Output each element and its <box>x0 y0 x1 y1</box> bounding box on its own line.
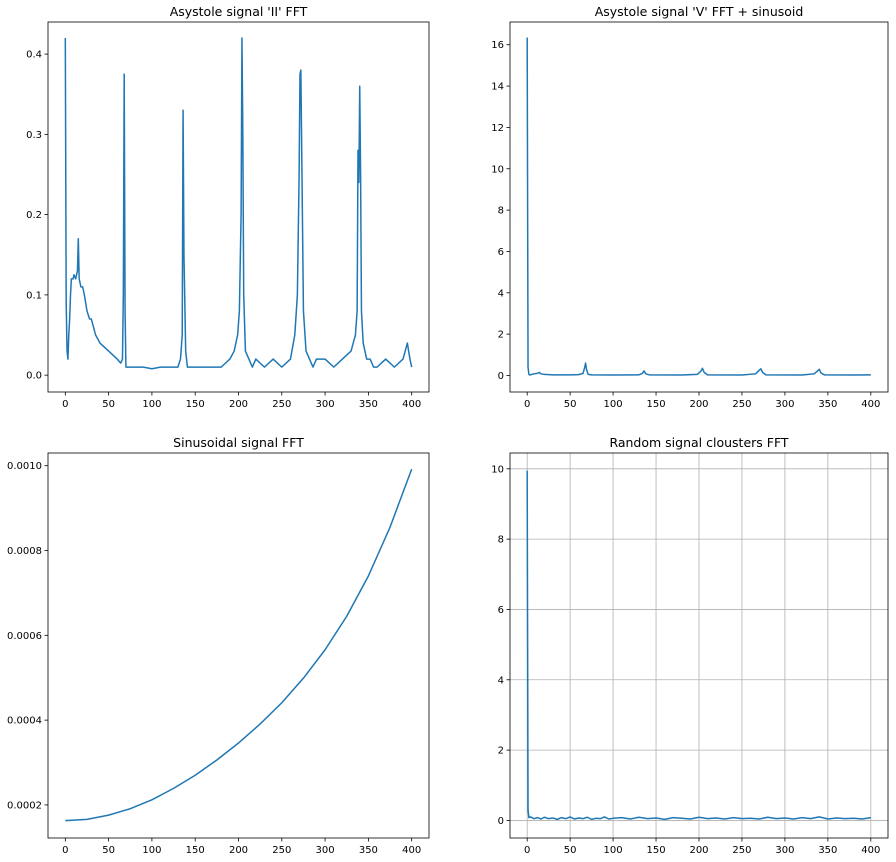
chart-asystole-v-sinusoid: 0 50 100 150 200 250 300 350 400 0 2 4 6 8 10 12 14 16 Asy… <box>491 4 889 410</box>
x-tick-label: 350 <box>359 399 378 410</box>
x-tick-label: 150 <box>186 845 205 856</box>
y-tick-label: 0.1 <box>26 290 42 301</box>
y-tick-label: 8 <box>498 535 504 546</box>
series-line-0 <box>526 470 871 821</box>
x-tick-label: 150 <box>646 845 665 856</box>
x-tick-label: 150 <box>646 399 665 410</box>
x-tick-label: 350 <box>818 845 837 856</box>
x-tick-label: 300 <box>316 845 335 856</box>
y-tick-label: 0.0004 <box>7 716 42 727</box>
series-line-0 <box>64 37 413 370</box>
y-tick-label: 0 <box>498 371 504 382</box>
x-tick-label: 250 <box>272 399 291 410</box>
y-tick-label: 10 <box>491 164 504 175</box>
x-tick-label: 0 <box>524 399 530 410</box>
x-tick-label: 400 <box>402 399 421 410</box>
x-tick-label: 0 <box>524 845 530 856</box>
x-tick-label: 200 <box>229 845 248 856</box>
y-tick-label: 0.4 <box>26 50 42 61</box>
x-tick-label: 400 <box>861 845 880 856</box>
x-tick-label: 350 <box>818 399 837 410</box>
chart-title: Sinusoidal signal FFT <box>173 435 304 450</box>
y-tick-label: 10 <box>491 464 504 475</box>
x-tick-label: 200 <box>229 399 248 410</box>
y-tick-label: 0 <box>498 816 504 827</box>
plot-frame <box>47 452 430 839</box>
y-tick-label: 14 <box>491 82 504 93</box>
x-tick-label: 200 <box>689 845 708 856</box>
y-tick-label: 0.3 <box>26 130 42 141</box>
plot-frame <box>47 21 430 393</box>
chart-sinusoidal: 0 50 100 150 200 250 300 350 400 0.0002 0.0004 0.00… <box>7 435 430 856</box>
y-tick-label: 2 <box>498 330 504 341</box>
x-tick-label: 300 <box>775 845 794 856</box>
x-tick-label: 150 <box>186 399 205 410</box>
chart-title: Random signal clousters FFT <box>609 435 788 450</box>
y-tick-label: 2 <box>498 746 504 757</box>
series-line-0 <box>65 468 413 822</box>
chart-random-clusters: 0 50 100 150 200 250 300 350 400 0 2 4 6 8 10 Random si… <box>491 435 889 856</box>
x-tick-label: 250 <box>732 845 751 856</box>
x-tick-label: 50 <box>564 399 577 410</box>
series-line-0 <box>526 37 871 376</box>
x-tick-label: 250 <box>272 845 291 856</box>
y-tick-label: 6 <box>498 247 504 258</box>
x-tick-label: 50 <box>564 845 577 856</box>
x-tick-label: 200 <box>689 399 708 410</box>
x-tick-label: 400 <box>402 845 421 856</box>
y-tick-label: 0.0 <box>26 371 42 382</box>
y-tick-label: 0.0010 <box>7 461 42 472</box>
x-tick-label: 0 <box>62 845 68 856</box>
x-tick-label: 400 <box>861 399 880 410</box>
y-tick-label: 6 <box>498 605 504 616</box>
chart-asystole-ii: 0 50 100 150 200 250 300 350 400 0.0 0.1 0.2 0.3 0.4 A… <box>26 4 430 410</box>
y-tick-label: 12 <box>491 123 504 134</box>
x-tick-label: 100 <box>604 399 623 410</box>
y-tick-label: 0.2 <box>26 210 42 221</box>
y-tick-label: 16 <box>491 40 504 51</box>
x-tick-label: 100 <box>604 845 623 856</box>
x-tick-label: 0 <box>62 399 68 410</box>
chart-title: Asystole signal 'V' FFT + sinusoid <box>595 4 804 19</box>
x-tick-label: 50 <box>102 845 115 856</box>
y-tick-label: 4 <box>498 675 504 686</box>
x-tick-label: 100 <box>142 845 161 856</box>
x-tick-label: 300 <box>775 399 794 410</box>
plot-frame <box>509 21 889 393</box>
x-tick-label: 100 <box>142 399 161 410</box>
y-tick-label: 4 <box>498 288 504 299</box>
y-tick-label: 8 <box>498 206 504 217</box>
y-tick-label: 0.0002 <box>7 800 42 811</box>
y-tick-label: 0.0006 <box>7 631 42 642</box>
x-tick-label: 350 <box>359 845 378 856</box>
y-tick-label: 0.0008 <box>7 546 42 557</box>
chart-title: Asystole signal 'II' FFT <box>170 4 308 19</box>
x-tick-label: 50 <box>102 399 115 410</box>
x-tick-label: 300 <box>316 399 335 410</box>
x-tick-label: 250 <box>732 399 751 410</box>
